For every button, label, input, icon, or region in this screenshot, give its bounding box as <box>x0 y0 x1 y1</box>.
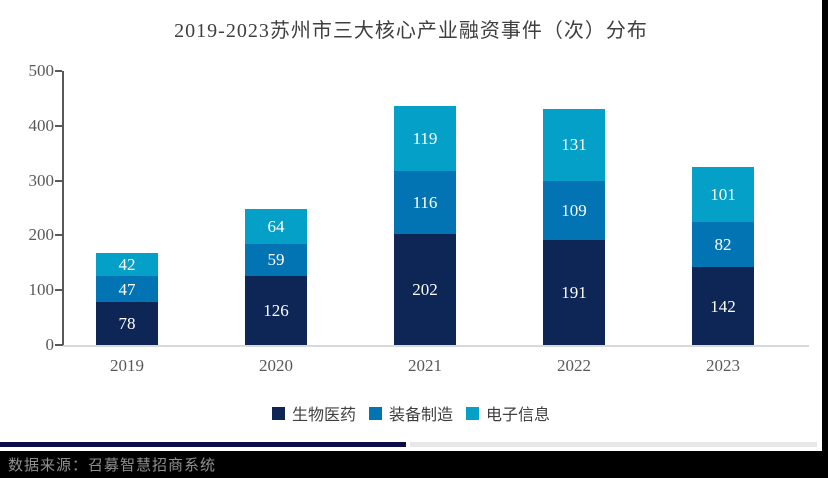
bar-value-label: 42 <box>118 255 136 275</box>
x-axis-label-2023: 2023 <box>706 356 740 375</box>
bar-segment-电子信息: 131 <box>543 108 605 181</box>
bar-segment-装备制造: 59 <box>245 243 307 276</box>
bar-segment-生物医药: 142 <box>692 267 754 345</box>
footer-divider-navy <box>0 442 406 447</box>
y-axis-tick-label: 100 <box>28 280 55 300</box>
x-axis-label-2021: 2021 <box>408 356 442 375</box>
bar-2020: 64 59 126 <box>245 208 307 345</box>
y-axis-tick <box>55 234 62 237</box>
bar-segment-装备制造: 47 <box>96 276 158 303</box>
bar-2021: 119 116 202 <box>394 105 456 345</box>
bar-2023: 101 82 142 <box>692 166 754 345</box>
legend-item-装备制造: 装备制造 <box>368 401 453 425</box>
bar-value-label: 47 <box>118 279 136 299</box>
x-axis-line <box>63 345 809 347</box>
y-axis-tick-label: 200 <box>28 225 55 245</box>
legend-label: 电子信息 <box>486 407 551 424</box>
y-axis-tick <box>55 179 62 182</box>
bar-segment-电子信息: 119 <box>394 105 456 171</box>
legend-swatch <box>368 406 382 420</box>
y-axis-tick <box>55 70 62 72</box>
y-axis-tick-label: 400 <box>28 115 55 135</box>
bar-value-label: 191 <box>561 283 587 303</box>
bar-value-label: 59 <box>267 250 285 270</box>
bar-value-label: 202 <box>412 280 438 300</box>
data-source-label: 数据来源：召募智慧招商系统 <box>8 458 217 474</box>
bar-segment-生物医药: 126 <box>245 275 307 345</box>
bar-value-label: 101 <box>710 185 736 205</box>
bar-segment-装备制造: 109 <box>543 180 605 241</box>
bar-segment-电子信息: 64 <box>245 208 307 244</box>
bar-value-label: 126 <box>263 300 289 320</box>
footer-divider-gray <box>410 442 817 447</box>
bar-segment-装备制造: 82 <box>692 222 754 268</box>
legend-swatch <box>466 406 479 420</box>
bar-value-label: 116 <box>412 193 438 212</box>
bar-segment-电子信息: 101 <box>692 166 754 223</box>
bar-segment-电子信息: 42 <box>96 253 158 277</box>
y-axis-tick <box>55 124 62 127</box>
y-axis-line <box>62 71 64 346</box>
bar-segment-装备制造: 116 <box>394 170 456 235</box>
legend-item-生物医药: 生物医药 <box>271 401 356 425</box>
legend-label: 装备制造 <box>388 407 453 424</box>
y-axis-tick-label: 500 <box>28 61 55 80</box>
bar-value-label: 142 <box>710 296 736 316</box>
bar-value-label: 82 <box>714 235 732 255</box>
bar-segment-生物医药: 78 <box>96 302 158 345</box>
legend-label: 生物医药 <box>291 407 356 424</box>
legend-swatch <box>271 406 285 420</box>
right-edge-bar <box>822 0 828 478</box>
bar-segment-生物医药: 191 <box>543 240 605 345</box>
bar-value-label: 131 <box>561 135 587 155</box>
x-axis-label-2020: 2020 <box>259 356 293 375</box>
bar-2022: 131 109 191 <box>543 108 605 345</box>
bar-value-label: 78 <box>118 314 136 334</box>
bar-segment-生物医药: 202 <box>394 234 456 345</box>
y-axis-tick <box>55 344 62 346</box>
legend: 生物医药 装备制造 电子信息 <box>0 401 822 425</box>
bar-value-label: 109 <box>561 200 587 220</box>
bar-value-label: 64 <box>267 216 285 236</box>
y-axis-tick-label: 0 <box>45 335 55 354</box>
legend-item-电子信息: 电子信息 <box>466 401 550 425</box>
x-axis-label-2022: 2022 <box>557 356 591 375</box>
footer-bar: 数据来源：召募智慧招商系统 <box>0 451 828 478</box>
chart-title: 2019-2023苏州市三大核心产业融资事件（次）分布 <box>174 20 648 42</box>
y-axis-tick <box>55 289 62 292</box>
bar-value-label: 119 <box>412 128 438 148</box>
y-axis-tick-label: 300 <box>28 170 55 190</box>
bar-2019: 42 47 78 <box>96 253 158 345</box>
x-axis-label-2019: 2019 <box>110 356 144 375</box>
